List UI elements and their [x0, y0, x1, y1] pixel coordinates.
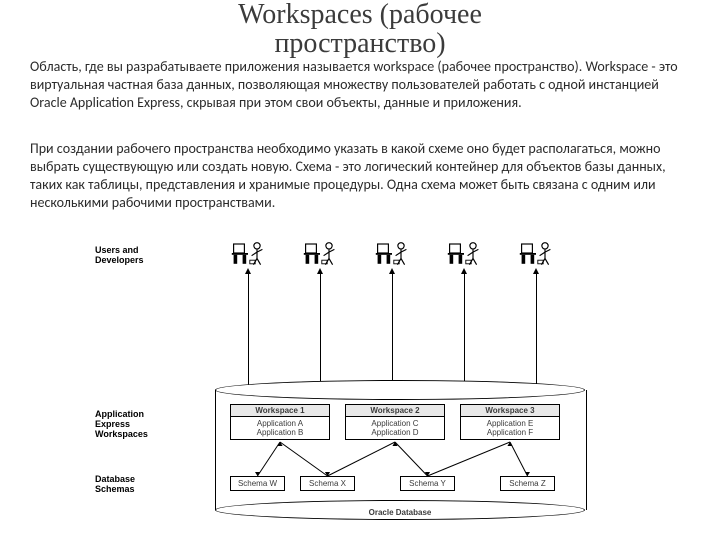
user-icon	[302, 240, 338, 266]
user-icon	[518, 240, 554, 266]
user-icon	[374, 240, 410, 266]
architecture-diagram: Users andDevelopers ApplicationExpressWo…	[120, 240, 600, 530]
schema-box: Schema X	[300, 476, 355, 491]
link-line	[215, 380, 585, 520]
label-users: Users andDevelopers	[95, 246, 155, 266]
paragraph-2: При создании рабочего пространства необх…	[30, 140, 690, 212]
schema-box: Schema W	[230, 476, 285, 491]
schema-box: Schema Y	[400, 476, 455, 491]
schema-box: Schema Z	[500, 476, 555, 491]
user-icon	[230, 240, 266, 266]
database-cylinder: Workspace 1 Application AApplication BWo…	[215, 380, 585, 520]
label-workspaces: ApplicationExpressWorkspaces	[95, 410, 165, 440]
user-icon	[446, 240, 482, 266]
label-schemas: DatabaseSchemas	[95, 475, 155, 495]
page-title: Workspaces (рабочее пространство)	[0, 0, 720, 59]
label-oracle-db: Oracle Database	[215, 508, 585, 517]
paragraph-1: Область, где вы разрабатываете приложени…	[30, 58, 690, 112]
